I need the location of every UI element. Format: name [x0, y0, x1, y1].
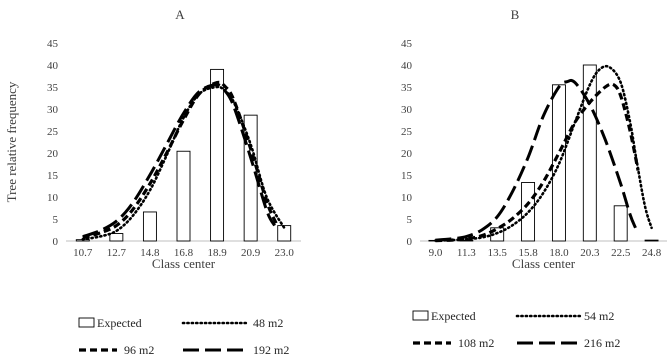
series-line-216-m2	[435, 78, 637, 242]
y-tick-label: 45	[401, 38, 413, 50]
chart-title: B	[511, 7, 520, 22]
y-tick-label: 30	[47, 104, 59, 116]
legend: Expected 48 m2 96 m2 192 m2	[78, 316, 289, 357]
y-tick-label: 25	[47, 126, 59, 138]
legend-label-long-dash: 192 m2	[253, 343, 289, 357]
legend-label-expected: Expected	[97, 316, 142, 330]
y-tick-label: 5	[407, 214, 413, 226]
legend-label-expected: Expected	[431, 309, 476, 323]
y-tick-label: 40	[47, 60, 59, 72]
y-tick-label: 0	[407, 236, 413, 248]
legend-label-long-dash: 216 m2	[584, 336, 620, 350]
x-axis-title: Class center	[152, 256, 216, 271]
y-axis-title: Tree relative frequency	[4, 81, 19, 202]
y-tick-label: 20	[401, 148, 413, 160]
x-tick-label: 22.5	[611, 247, 631, 259]
legend-label-dotted: 54 m2	[584, 309, 614, 323]
y-tick-label: 35	[401, 82, 413, 94]
x-axis-title: Class center	[512, 256, 576, 271]
bar	[613, 205, 628, 242]
x-tick-label: 15.8	[518, 247, 538, 259]
bar	[109, 233, 124, 242]
x-tick-label: 16.8	[174, 247, 194, 259]
legend: Expected 54 m2 108 m2 216 m2	[412, 309, 620, 350]
x-tick-label: 20.3	[580, 247, 600, 259]
x-tick-label: 13.5	[488, 247, 508, 259]
x-tick-label: 23.0	[275, 247, 295, 259]
legend-swatch-expected	[78, 317, 95, 328]
bar	[142, 211, 157, 242]
y-tick-label: 25	[401, 126, 413, 138]
bar	[210, 68, 225, 242]
y-tick-label: 10	[47, 192, 59, 204]
panel-b: B 0 5 10 15 20 25 30 35 40 45 9.0 11.3 13.5 15.8 18.0 20…	[401, 7, 667, 350]
y-tick-label: 10	[401, 192, 413, 204]
x-tick-label: 24.8	[642, 247, 662, 259]
y-tick-label: 35	[47, 82, 59, 94]
y-tick-label: 15	[47, 170, 59, 182]
x-tick-label: 18.9	[207, 247, 227, 259]
y-tick-label: 5	[53, 214, 59, 226]
series-line-192-m2	[82, 83, 276, 239]
series-line-108-m2	[435, 82, 640, 243]
y-tick-label: 15	[401, 170, 413, 182]
x-tick-label: 9.0	[429, 247, 443, 259]
y-tick-label: 30	[401, 104, 413, 116]
bar	[644, 239, 659, 242]
x-tick-label: 18.0	[549, 247, 569, 259]
y-tick-label: 45	[47, 38, 59, 50]
chart-title: A	[175, 7, 185, 22]
x-tick-label: 12.7	[107, 247, 127, 259]
legend-label-dashed: 96 m2	[124, 343, 154, 357]
y-tick-label: 0	[53, 236, 59, 248]
x-tick-label: 10.7	[73, 247, 93, 259]
series-line-96-m2	[82, 80, 278, 240]
bar	[582, 64, 597, 242]
panel-a: A 0 5 10 15 20 25 30 35 40 45 10.7 12.7 14.8 16.8 18.9 2…	[4, 7, 301, 357]
x-tick-label: 14.8	[140, 247, 160, 259]
legend-label-dotted: 48 m2	[253, 316, 283, 330]
y-tick-label: 40	[401, 60, 413, 72]
legend-label-dashed: 108 m2	[458, 336, 494, 350]
x-tick-label: 11.3	[457, 247, 476, 259]
bar	[176, 150, 191, 242]
x-tick-label: 20.9	[241, 247, 261, 259]
y-tick-label: 20	[47, 148, 59, 160]
legend-swatch-expected	[412, 310, 429, 321]
